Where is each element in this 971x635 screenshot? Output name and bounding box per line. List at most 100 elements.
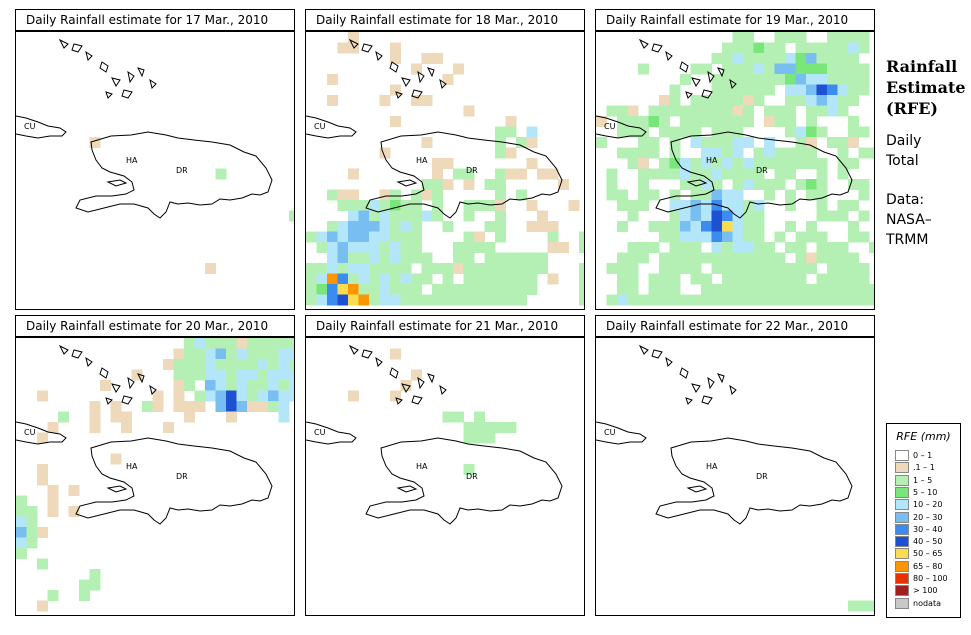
- legend-item: 40 – 50: [895, 536, 943, 548]
- legend-item: 10 – 20: [895, 499, 943, 511]
- legend-item: 0 – 1: [895, 450, 932, 461]
- legend-item: 5 – 10: [895, 486, 938, 498]
- legend-label: 50 – 65: [913, 549, 943, 559]
- label-haiti: HA: [416, 462, 428, 471]
- legend-label: 30 – 40: [913, 524, 943, 534]
- map-canvas: CU HA DR: [306, 344, 563, 525]
- legend-swatch: [895, 585, 909, 597]
- legend-label: .1 – 1: [913, 463, 935, 473]
- label-haiti: HA: [706, 156, 718, 165]
- label-haiti: HA: [416, 156, 428, 165]
- rainfall-cells: [16, 338, 294, 612]
- rainfall-cells: [848, 600, 874, 612]
- label-cuba: CU: [24, 428, 36, 437]
- rainfall-map-20: CU HA DR: [15, 337, 295, 616]
- label-cuba: CU: [24, 122, 36, 131]
- legend-swatch: [895, 548, 909, 560]
- daily-line2: Total: [886, 153, 919, 169]
- legend-swatch: [895, 597, 909, 609]
- legend-item: 50 – 65: [895, 548, 943, 560]
- coastlines: [16, 344, 273, 525]
- legend-label: 10 – 20: [913, 500, 943, 510]
- legend-swatch: [895, 450, 909, 461]
- label-haiti: HA: [126, 156, 138, 165]
- daily-total-text: Daily Total: [886, 131, 921, 171]
- legend-swatch: [895, 523, 909, 535]
- legend-label: 65 – 80: [913, 561, 943, 571]
- side-title-line3: (RFE): [886, 99, 938, 118]
- legend-label: > 100: [913, 586, 938, 596]
- legend-item: 1 – 5: [895, 474, 933, 486]
- map-canvas: CU HA DR: [306, 32, 584, 306]
- rainfall-map-21: CU HA DR: [305, 337, 585, 616]
- legend-swatch: [895, 486, 909, 498]
- panel-title-20: Daily Rainfall estimate for 20 Mar., 201…: [15, 315, 295, 337]
- label-dominican-republic: DR: [176, 166, 188, 175]
- coastlines: [596, 38, 853, 219]
- legend-label: 80 – 100: [913, 574, 948, 583]
- panel-title-21: Daily Rainfall estimate for 21 Mar., 201…: [305, 315, 585, 337]
- label-cuba: CU: [314, 122, 326, 131]
- coastlines: [596, 344, 853, 525]
- map-canvas: CU HA DR: [596, 32, 874, 306]
- label-haiti: HA: [126, 462, 138, 471]
- legend-label: nodata: [913, 598, 941, 608]
- label-cuba: CU: [604, 428, 616, 437]
- label-haiti: HA: [706, 462, 718, 471]
- panel-title-22: Daily Rainfall estimate for 22 Mar., 201…: [595, 315, 875, 337]
- coastlines: [306, 38, 563, 219]
- rainfall-cells: [89, 137, 294, 274]
- legend-title: RFE (mm): [896, 430, 951, 443]
- legend-label: 1 – 5: [913, 475, 933, 485]
- side-title-line2: Estimate: [886, 78, 966, 97]
- data-line1: Data:: [886, 192, 925, 208]
- label-cuba: CU: [314, 428, 326, 437]
- legend-swatch: [895, 462, 909, 474]
- side-title-line1: Rainfall: [886, 57, 958, 76]
- map-canvas: CU HA DR: [16, 338, 294, 612]
- legend-item: 30 – 40: [895, 523, 943, 535]
- legend-label: 0 – 1: [913, 451, 933, 460]
- data-line3: TRMM: [886, 232, 929, 248]
- data-source-text: Data: NASA– TRMM: [886, 190, 932, 250]
- panel-title-17: Daily Rainfall estimate for 17 Mar., 201…: [15, 9, 295, 31]
- legend-item: 80 – 100: [895, 573, 948, 584]
- rainfall-cells: [306, 32, 584, 306]
- legend-item: nodata: [895, 597, 941, 609]
- legend-item: 65 – 80: [895, 560, 943, 572]
- label-dominican-republic: DR: [466, 166, 478, 175]
- label-dominican-republic: DR: [466, 472, 478, 481]
- legend-item: .1 – 1: [895, 462, 935, 474]
- coastlines: [306, 344, 563, 525]
- rainfall-map-17: CU HA DR: [15, 31, 295, 310]
- rainfall-map-18: CU HA DR: [305, 31, 585, 310]
- label-cuba: CU: [604, 122, 616, 131]
- rainfall-map-19: CU HA DR: [595, 31, 875, 310]
- legend-item: > 100: [895, 585, 938, 597]
- rainfall-cells: [348, 348, 517, 475]
- map-canvas: CU HA DR: [596, 344, 874, 612]
- legend-item: 20 – 30: [895, 511, 943, 523]
- daily-line1: Daily: [886, 133, 922, 149]
- rainfall-cells: [596, 32, 874, 306]
- map-canvas: CU HA DR: [16, 38, 294, 274]
- panel-title-18: Daily Rainfall estimate for 18 Mar., 201…: [305, 9, 585, 31]
- legend-swatch: [895, 474, 909, 486]
- legend-swatch: [895, 560, 909, 572]
- data-line2: NASA–: [886, 212, 932, 228]
- panel-title-19: Daily Rainfall estimate for 19 Mar., 201…: [595, 9, 875, 31]
- legend-label: 20 – 30: [913, 512, 943, 522]
- rfe-legend: RFE (mm) 0 – 1 .1 – 1 1 – 5 5 – 10 10 – 20 20…: [886, 423, 961, 618]
- legend-swatch: [895, 573, 909, 584]
- legend-label: 40 – 50: [913, 537, 943, 547]
- side-title: Rainfall Estimate (RFE): [886, 56, 966, 119]
- label-dominican-republic: DR: [176, 472, 188, 481]
- legend-swatch: [895, 499, 909, 511]
- coastlines: [16, 38, 273, 219]
- label-dominican-republic: DR: [756, 472, 768, 481]
- legend-label: 5 – 10: [913, 487, 938, 497]
- legend-swatch: [895, 511, 909, 523]
- legend-swatch: [895, 536, 909, 548]
- rainfall-map-22: CU HA DR: [595, 337, 875, 616]
- label-dominican-republic: DR: [756, 166, 768, 175]
